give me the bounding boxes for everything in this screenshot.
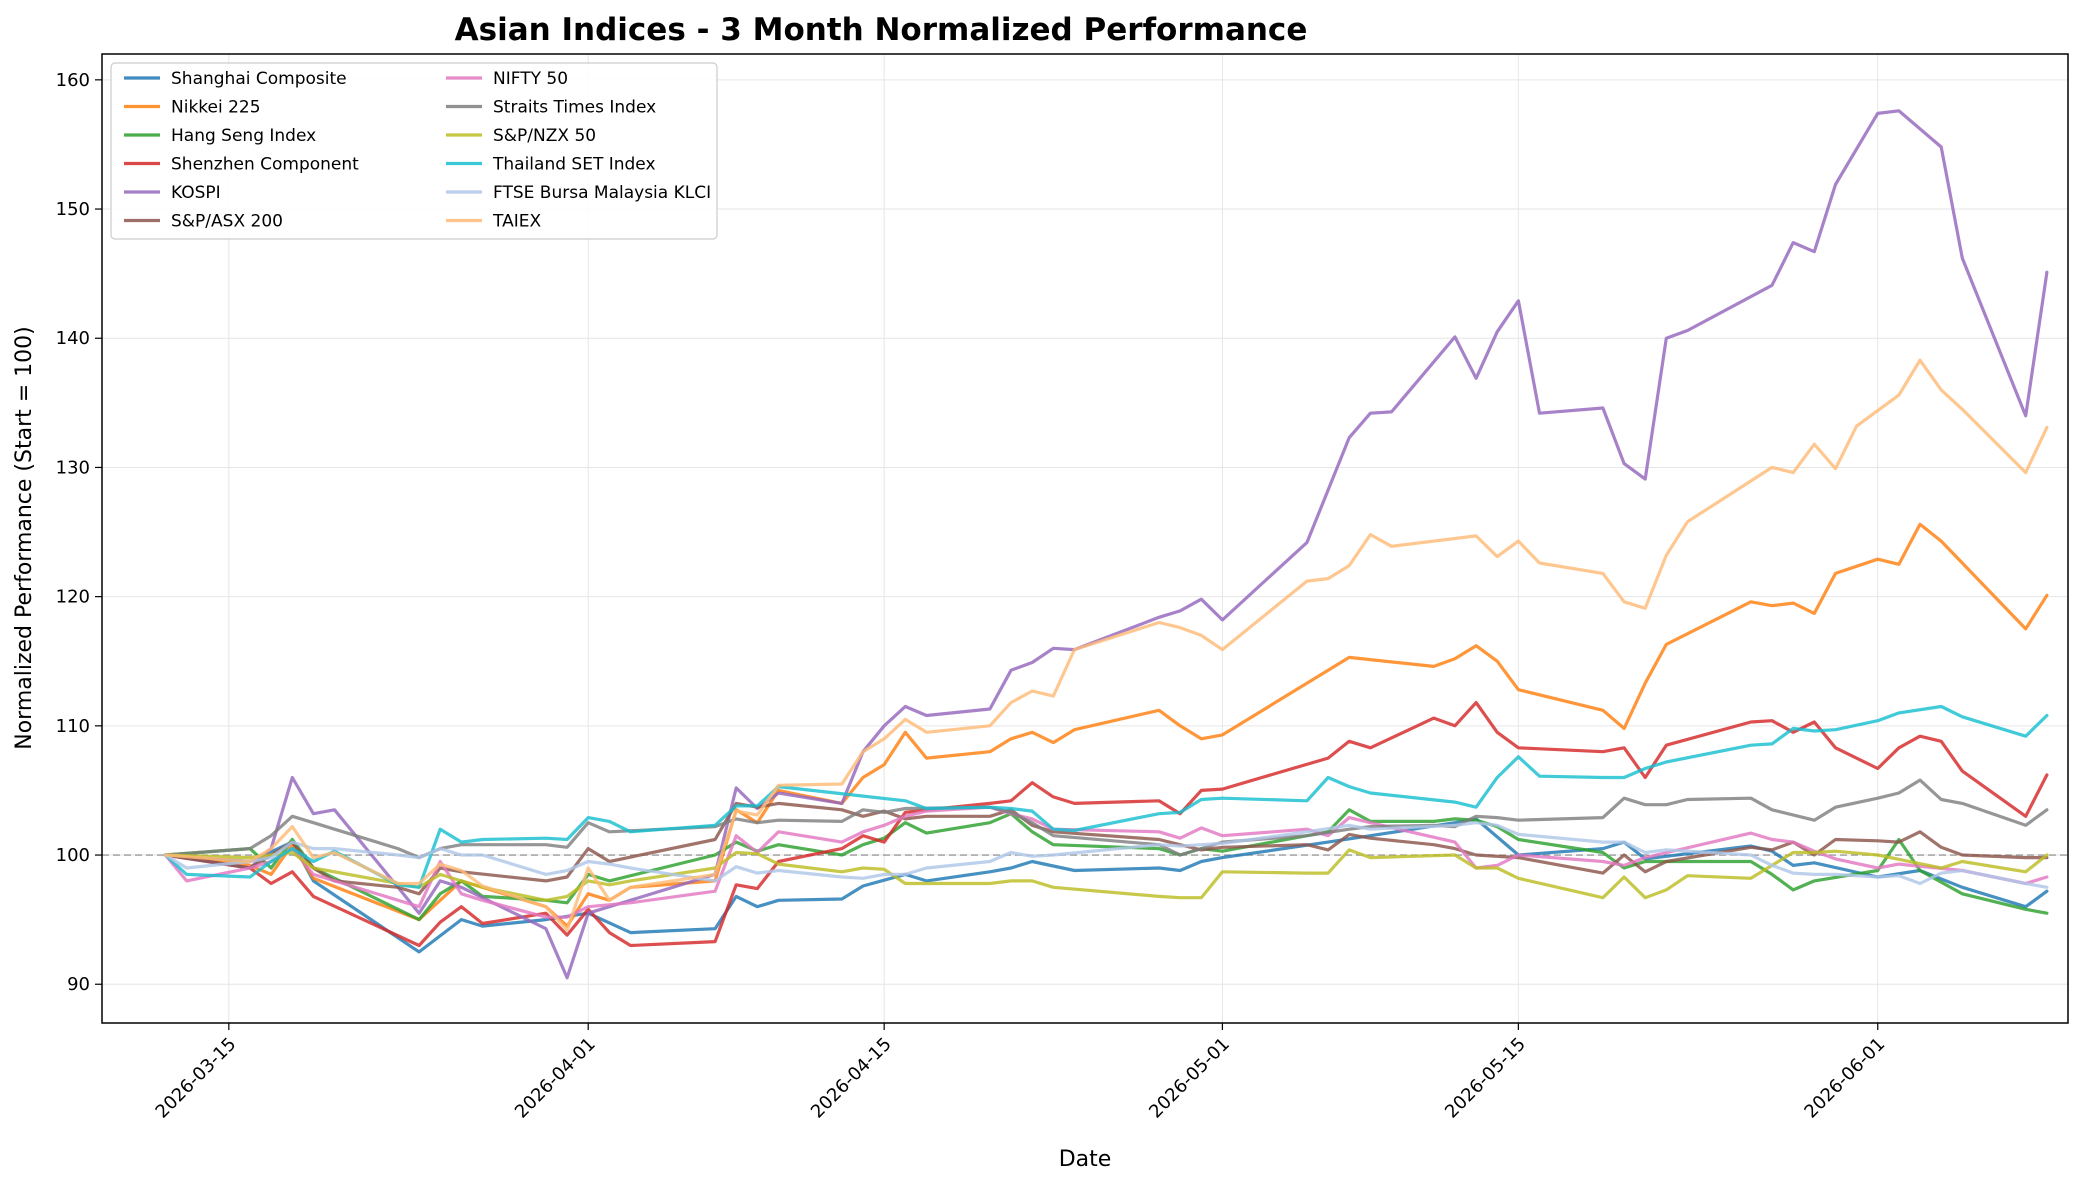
y-axis-title: Normalized Performance (Start = 100)	[12, 326, 37, 749]
legend-label: TAIEX	[492, 212, 541, 232]
legend: Shanghai Composite Nikkei 225 Hang Seng In…	[110, 62, 718, 240]
legend-box	[110, 62, 718, 240]
y-tick-label: 130	[56, 457, 90, 478]
legend-label: Shenzhen Component	[171, 155, 359, 175]
legend-label: Thailand SET Index	[492, 155, 656, 175]
legend-label: NIFTY 50	[493, 69, 568, 89]
y-axis-ticks: 90 100 110 120 130 140 150 160	[56, 70, 102, 995]
legend-label: Shanghai Composite	[171, 69, 347, 89]
legend-label: KOSPI	[171, 183, 221, 203]
series-line-thailand-set-index	[163, 704, 2049, 889]
chart-title: Asian Indices - 3 Month Normalized Perfo…	[455, 12, 1308, 48]
series-line-nifty-50	[163, 805, 2049, 919]
series-line-taiex	[163, 358, 2049, 932]
legend-label: Straits Times Index	[493, 98, 656, 118]
series-line-straits-times-index	[163, 778, 2049, 860]
x-axis-title: Date	[1059, 1147, 1112, 1172]
y-tick-label: 140	[56, 328, 90, 349]
legend-label: Nikkei 225	[171, 98, 261, 118]
series-line-s-p-nzx-50	[163, 848, 2049, 902]
series-lines	[163, 109, 2049, 980]
y-tick-label: 120	[56, 587, 90, 608]
plot-area	[101, 53, 2069, 1024]
y-tick-label: 90	[67, 974, 90, 995]
y-tick-label: 150	[56, 199, 90, 220]
legend-label: FTSE Bursa Malaysia KLCI	[493, 183, 711, 203]
y-tick-label: 100	[56, 845, 90, 866]
legend-label: S&P/ASX 200	[171, 212, 283, 232]
series-line-ftse-bursa-malaysia-klci	[163, 821, 2049, 889]
legend-label: S&P/NZX 50	[493, 126, 596, 146]
legend-label: Hang Seng Index	[171, 126, 316, 146]
y-tick-label: 160	[56, 70, 90, 91]
series-line-kospi	[163, 109, 2049, 980]
y-tick-label: 110	[56, 716, 90, 737]
